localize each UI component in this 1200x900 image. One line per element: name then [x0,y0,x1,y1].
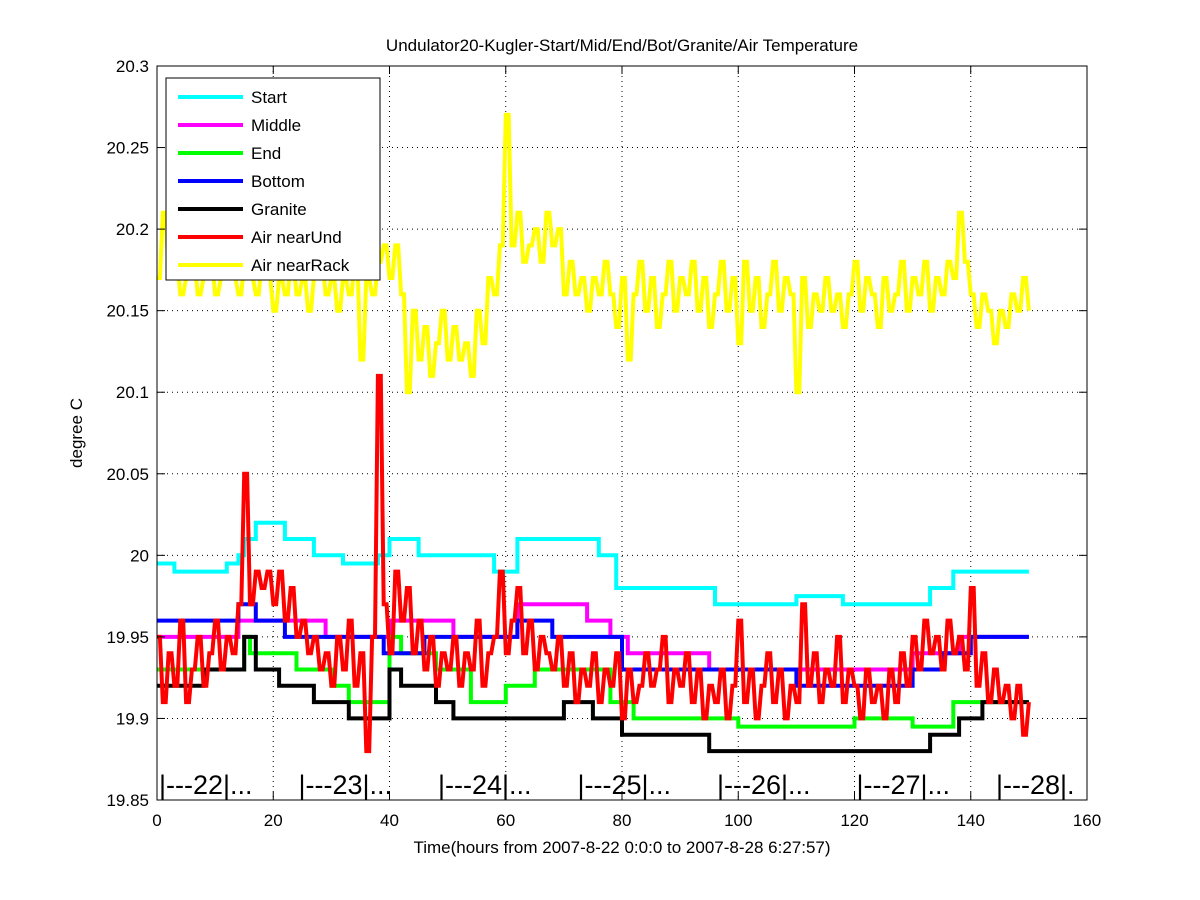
series-group [157,112,1031,754]
y-tick-label: 19.95 [106,628,149,647]
x-tick-label: 120 [840,811,868,830]
y-tick-label: 20 [130,546,149,565]
day-marker-label: |---26|... [717,770,811,800]
x-tick-label: 100 [724,811,752,830]
y-tick-label: 19.85 [106,791,149,810]
y-tick-label: 20.25 [106,139,149,158]
day-marker-label: |---28|. [996,770,1075,800]
day-marker-label: |---23|... [299,770,393,800]
legend-label: Middle [251,116,301,135]
ticks: 0 20 40 60 80 100 120 140 160 19.85 19.9 19.95 20 20.… [106,57,1101,830]
x-axis-label: Time(hours from 2007-8-22 0:0:0 to 2007-… [413,838,830,857]
x-tick-label: 20 [264,811,283,830]
x-tick-label: 160 [1073,811,1101,830]
y-tick-label: 20.2 [116,220,149,239]
y-tick-label: 19.9 [116,709,149,728]
series-line-granite [157,634,1029,754]
y-tick-label: 20.3 [116,57,149,76]
y-tick-label: 20.1 [116,383,149,402]
legend-label: Granite [251,200,307,219]
legend-label: Start [251,88,287,107]
legend-label: Air nearUnd [251,228,342,247]
day-marker-label: |---22|... [159,770,253,800]
legend-label: End [251,144,281,163]
legend: Start Middle End Bottom Granite Air nearUnd Ai… [165,77,381,281]
y-axis-label: degree C [67,398,86,468]
legend-label: Bottom [251,172,305,191]
series-line-bottom [157,602,1029,688]
day-markers: |---22|... |---23|... |---24|... |---25|...… [159,770,1075,800]
chart-title: Undulator20-Kugler-Start/Mid/End/Bot/Gra… [386,36,858,55]
series-line-end [157,634,1029,729]
x-tick-label: 40 [380,811,399,830]
x-tick-label: 60 [496,811,515,830]
day-marker-label: |---25|... [578,770,672,800]
x-tick-label: 0 [152,811,161,830]
x-tick-label: 140 [957,811,985,830]
y-tick-label: 20.05 [106,465,149,484]
series-line-air-nearund [157,373,1031,754]
legend-label: Air nearRack [251,256,350,275]
y-tick-label: 20.15 [106,302,149,321]
day-marker-label: |---27|... [857,770,951,800]
day-marker-label: |---24|... [438,770,532,800]
x-tick-label: 80 [613,811,632,830]
